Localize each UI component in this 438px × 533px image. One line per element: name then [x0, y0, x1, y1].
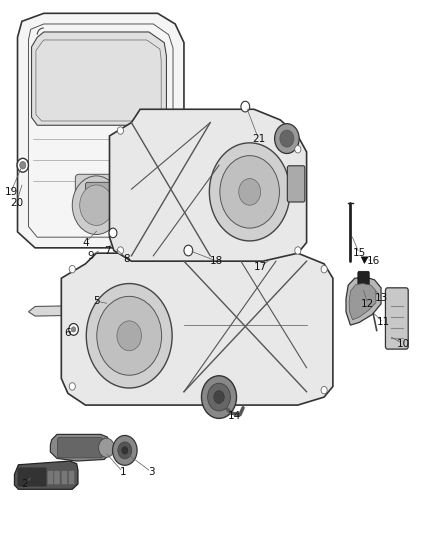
Text: 17: 17 [254, 262, 267, 271]
Circle shape [321, 386, 327, 394]
FancyBboxPatch shape [61, 471, 67, 484]
Text: 1: 1 [119, 467, 126, 477]
FancyBboxPatch shape [85, 182, 134, 206]
Circle shape [275, 124, 299, 154]
Circle shape [201, 376, 237, 418]
Circle shape [122, 447, 128, 454]
Circle shape [280, 130, 294, 147]
Circle shape [69, 324, 78, 335]
FancyBboxPatch shape [54, 471, 60, 484]
Text: 18: 18 [210, 256, 223, 266]
Circle shape [69, 383, 75, 390]
Polygon shape [28, 304, 177, 316]
Text: 9: 9 [88, 251, 95, 261]
Circle shape [113, 435, 137, 465]
Circle shape [104, 306, 110, 313]
Circle shape [209, 143, 290, 241]
Text: 13: 13 [374, 294, 388, 303]
Text: 12: 12 [361, 299, 374, 309]
Circle shape [118, 442, 132, 459]
FancyBboxPatch shape [68, 471, 74, 484]
Circle shape [184, 245, 193, 256]
Circle shape [295, 146, 301, 153]
Circle shape [97, 296, 162, 375]
Circle shape [214, 391, 224, 403]
Text: 21: 21 [252, 134, 265, 143]
Polygon shape [349, 284, 376, 320]
Text: 15: 15 [353, 248, 366, 258]
Polygon shape [50, 434, 110, 461]
Circle shape [86, 284, 172, 388]
FancyBboxPatch shape [57, 438, 102, 458]
Text: 4: 4 [82, 238, 89, 247]
Text: 5: 5 [93, 296, 100, 306]
Text: 10: 10 [396, 339, 410, 349]
Circle shape [117, 127, 124, 134]
Circle shape [295, 247, 301, 254]
Text: 7: 7 [104, 246, 111, 255]
Circle shape [99, 438, 114, 457]
Text: 14: 14 [228, 411, 241, 421]
FancyBboxPatch shape [287, 166, 305, 202]
FancyBboxPatch shape [47, 471, 53, 484]
Polygon shape [346, 277, 381, 325]
Text: 3: 3 [148, 467, 155, 477]
FancyBboxPatch shape [18, 467, 46, 487]
Text: 20: 20 [10, 198, 23, 207]
Circle shape [220, 156, 279, 228]
Circle shape [20, 161, 26, 169]
Polygon shape [32, 32, 166, 125]
Text: 19: 19 [4, 187, 18, 197]
Polygon shape [110, 109, 307, 261]
Circle shape [80, 185, 113, 225]
Circle shape [71, 327, 76, 332]
Polygon shape [361, 257, 368, 263]
Polygon shape [61, 253, 333, 405]
Circle shape [208, 383, 230, 411]
Circle shape [109, 228, 117, 238]
Text: 6: 6 [64, 328, 71, 338]
Text: 16: 16 [367, 256, 380, 266]
Circle shape [321, 265, 327, 273]
FancyBboxPatch shape [385, 288, 408, 349]
FancyBboxPatch shape [75, 174, 161, 212]
Polygon shape [18, 13, 184, 248]
Circle shape [117, 247, 124, 254]
FancyBboxPatch shape [358, 271, 369, 290]
Circle shape [69, 265, 75, 273]
Polygon shape [14, 461, 78, 489]
Circle shape [241, 101, 250, 112]
Circle shape [17, 158, 28, 172]
Circle shape [117, 321, 141, 351]
Circle shape [72, 176, 120, 235]
Circle shape [239, 179, 261, 205]
Text: 8: 8 [124, 254, 131, 263]
Text: 11: 11 [377, 318, 390, 327]
Text: 2: 2 [21, 479, 28, 489]
